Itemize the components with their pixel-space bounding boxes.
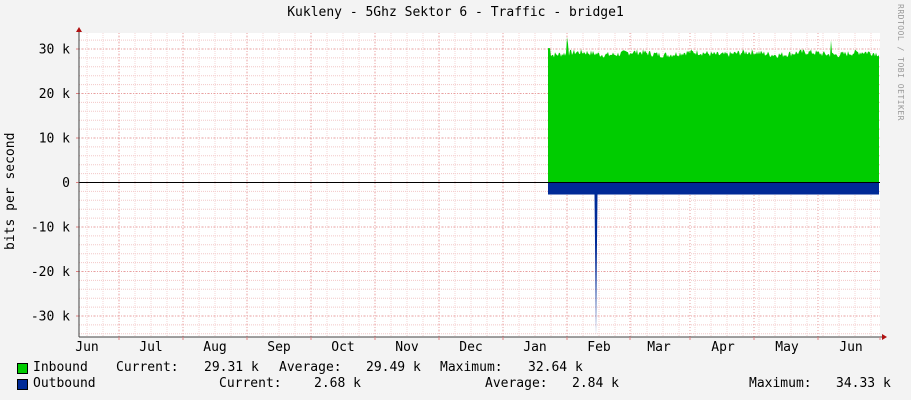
x-tick-label: Aug — [203, 340, 226, 355]
legend-inbound-average-label: Average: — [279, 360, 342, 375]
legend-outbound-maximum: 34.33 k — [836, 376, 891, 391]
x-tick-label: Apr — [711, 340, 735, 355]
rrdtool-watermark: RRDTOOL / TOBI OETIKER — [896, 4, 905, 121]
inbound-swatch — [17, 363, 28, 374]
y-tick-label: 10 k — [39, 132, 70, 147]
legend-inbound-name: Inbound — [33, 360, 88, 375]
legend-outbound-maximum-label: Maximum: — [749, 376, 812, 391]
legend-outbound-average: 2.84 k — [572, 376, 619, 391]
x-tick-label: Oct — [331, 340, 354, 355]
y-tick-label: 0 — [62, 176, 70, 191]
inbound-area — [548, 37, 879, 183]
y-axis-arrow — [76, 27, 82, 32]
outbound-spike — [594, 194, 598, 336]
x-tick-label: Dec — [459, 340, 482, 355]
y-tick-label: -20 k — [31, 265, 70, 280]
x-tick-label: Jun — [75, 340, 98, 355]
x-tick-label: Nov — [395, 340, 419, 355]
legend-inbound-average: 29.49 k — [366, 360, 421, 375]
x-tick-label: Mar — [647, 340, 671, 355]
legend-outbound-name: Outbound — [33, 376, 96, 391]
outbound-swatch — [17, 379, 28, 390]
legend-inbound-maximum: 32.64 k — [528, 360, 583, 375]
legend-inbound-current: 29.31 k — [204, 360, 259, 375]
y-tick-label: 20 k — [39, 87, 70, 102]
x-tick-label: Jun — [839, 340, 862, 355]
legend-inbound-current-label: Current: — [116, 360, 179, 375]
legend-inbound-maximum-label: Maximum: — [440, 360, 503, 375]
x-tick-label: Sep — [267, 340, 291, 355]
legend-outbound-current-label: Current: — [219, 376, 282, 391]
x-tick-label: Feb — [587, 340, 611, 355]
y-tick-label: -30 k — [31, 310, 70, 325]
x-tick-label: Jan — [523, 340, 546, 355]
legend-outbound-current: 2.68 k — [314, 376, 361, 391]
x-tick-label: May — [775, 340, 799, 355]
chart-title: Kukleny - 5Ghz Sektor 6 - Traffic - brid… — [287, 5, 624, 20]
y-tick-label: 30 k — [39, 43, 70, 58]
x-tick-label: Jul — [139, 340, 162, 355]
y-tick-label: -10 k — [31, 221, 70, 236]
outbound-area — [548, 182, 879, 195]
legend-outbound-average-label: Average: — [485, 376, 548, 391]
x-axis-arrow — [882, 334, 887, 340]
